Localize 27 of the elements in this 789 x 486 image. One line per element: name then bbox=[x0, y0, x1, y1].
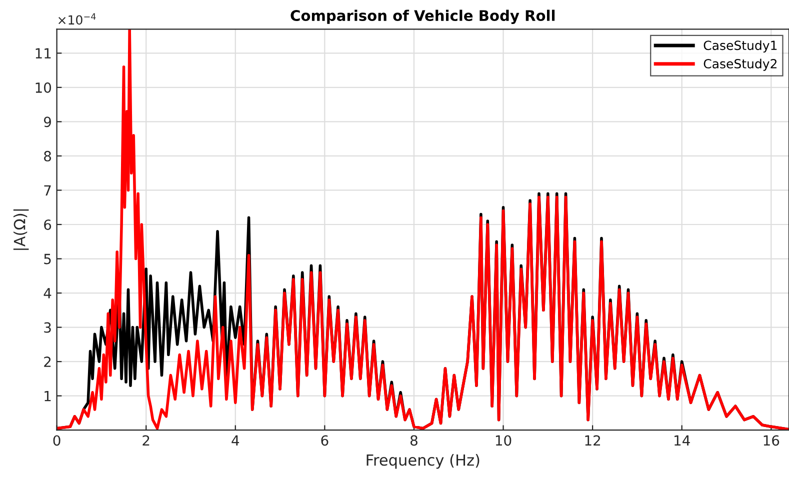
y-tick-label: 4 bbox=[44, 288, 52, 298]
y-tick-label: 7 bbox=[44, 185, 51, 196]
x-axis-title: Frequency (Hz) bbox=[366, 454, 480, 469]
x-tick-label: 12 bbox=[585, 435, 600, 446]
x-tick-label: 4 bbox=[232, 435, 240, 446]
text: ×10$^{−4}$ bbox=[58, 13, 96, 25]
x-tick-label: 6 bbox=[321, 435, 328, 446]
chart-title: Comparison of Vehicle Body Roll bbox=[290, 10, 555, 24]
x-tick-label: 16 bbox=[764, 435, 780, 446]
x-tick-label: 2 bbox=[142, 435, 150, 446]
legend-label: CaseStudy2 bbox=[704, 58, 776, 71]
y-tick-label: 6 bbox=[44, 219, 52, 230]
y-tick-label: 9 bbox=[44, 116, 51, 128]
line-series bbox=[56, 29, 789, 430]
legend-label: CaseStudy1 bbox=[704, 40, 777, 53]
y-tick-label: 1 bbox=[44, 390, 51, 402]
y-tick-label: 5 bbox=[44, 254, 51, 264]
y-axis-title: |A(Ω)| bbox=[13, 209, 29, 250]
y-tick-label: 2 bbox=[44, 356, 51, 367]
x-tick-label: 10 bbox=[496, 435, 512, 446]
y-tick-label: 3 bbox=[44, 322, 51, 333]
y-tick-label: 10 bbox=[36, 82, 52, 93]
y-tick-label: 8 bbox=[44, 150, 51, 162]
x-tick-label: 14 bbox=[674, 435, 690, 446]
y-tick-label: 11 bbox=[36, 48, 51, 58]
x-tick-label: 0 bbox=[53, 435, 60, 446]
x-tick-label: 8 bbox=[410, 435, 418, 446]
